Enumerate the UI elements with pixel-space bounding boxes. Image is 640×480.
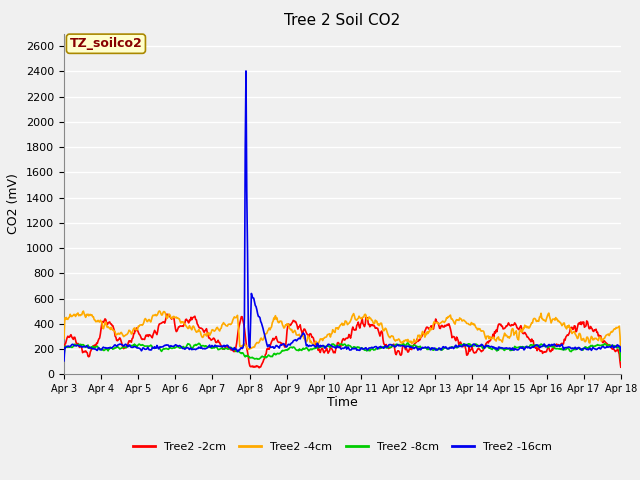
X-axis label: Time: Time: [327, 396, 358, 408]
Title: Tree 2 Soil CO2: Tree 2 Soil CO2: [284, 13, 401, 28]
Text: TZ_soilco2: TZ_soilco2: [70, 37, 142, 50]
Legend: Tree2 -2cm, Tree2 -4cm, Tree2 -8cm, Tree2 -16cm: Tree2 -2cm, Tree2 -4cm, Tree2 -8cm, Tree…: [128, 438, 557, 457]
Y-axis label: CO2 (mV): CO2 (mV): [8, 174, 20, 234]
